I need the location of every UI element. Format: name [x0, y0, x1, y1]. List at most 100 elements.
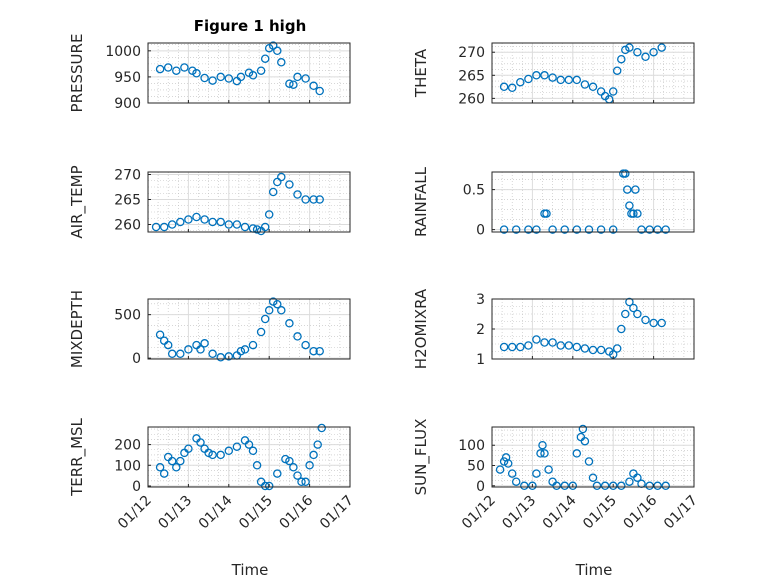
data-point — [232, 76, 242, 86]
y-tick-label: 100 — [114, 458, 141, 474]
data-point — [617, 481, 626, 491]
data-point — [192, 69, 201, 78]
y-axis-label: PRESSURE — [68, 34, 86, 113]
data-point — [313, 440, 322, 449]
x-axis-label-left: Time — [231, 561, 269, 579]
data-point — [520, 481, 529, 491]
data-point — [637, 225, 646, 234]
data-point — [204, 448, 213, 458]
data-point — [576, 432, 586, 442]
data-point — [600, 481, 610, 491]
y-tick-label: 0 — [476, 479, 485, 495]
data-point — [612, 66, 622, 75]
data-point — [167, 349, 177, 359]
data-point — [621, 169, 630, 178]
data-point — [507, 469, 517, 478]
data-point — [596, 345, 606, 355]
data-point — [507, 83, 517, 93]
data-point — [528, 481, 537, 491]
data-point — [625, 43, 634, 52]
y-axis-label: RAINFALL — [412, 166, 430, 237]
data-point — [516, 77, 525, 87]
data-point — [268, 41, 278, 50]
data-point — [236, 346, 246, 356]
data-point — [273, 469, 282, 478]
data-point — [216, 72, 225, 82]
data-point — [584, 457, 594, 466]
data-point — [524, 74, 533, 84]
data-point — [556, 341, 565, 350]
data-point — [232, 442, 242, 451]
data-point — [633, 47, 642, 57]
x-tick-label: 01/13 — [499, 493, 539, 533]
data-point — [273, 177, 282, 187]
data-point — [309, 346, 318, 356]
data-point — [172, 66, 181, 75]
x-tick-label: 01/14 — [540, 492, 580, 532]
data-point — [248, 446, 258, 456]
data-point — [572, 342, 582, 352]
data-point — [499, 457, 509, 466]
data-point — [629, 469, 638, 478]
data-point — [277, 58, 286, 67]
y-tick-label: 260 — [458, 91, 485, 107]
data-point — [617, 54, 626, 64]
data-point — [499, 82, 509, 92]
data-point — [625, 297, 634, 307]
data-point — [524, 341, 533, 350]
subplot-sun-flux: 0 50 100 SUN_FLUX 01/12 01/13 01/14 01/15 01/16 0… — [412, 419, 701, 533]
data-point — [208, 450, 217, 460]
data-point — [155, 463, 165, 472]
data-point — [240, 436, 250, 445]
data-point — [293, 332, 302, 341]
data-point — [224, 352, 234, 361]
data-point — [309, 81, 318, 91]
y-tick-label: 1000 — [105, 44, 141, 60]
y-tick-label: 270 — [458, 45, 485, 61]
x-tick-label: 01/17 — [661, 493, 701, 533]
figure-title: Figure 1 high — [194, 17, 307, 35]
data-point — [540, 71, 549, 80]
x-tick-label: 01/15 — [580, 493, 620, 533]
data-point — [281, 454, 290, 464]
y-axis-label: AIR_TEMP — [68, 165, 87, 238]
data-point — [159, 336, 169, 345]
data-point — [159, 469, 169, 478]
data-point — [580, 436, 590, 446]
data-point — [196, 345, 205, 354]
data-point — [301, 195, 310, 204]
data-point — [572, 75, 582, 85]
data-point — [285, 456, 294, 466]
y-axis-label: TERR_MSL — [68, 417, 87, 496]
data-point — [580, 344, 590, 353]
data-point — [289, 80, 298, 89]
data-point — [176, 456, 185, 466]
data-point — [633, 209, 642, 218]
data-point — [180, 63, 189, 72]
data-point — [548, 338, 557, 347]
axes-box — [491, 171, 695, 233]
y-tick-label: 0 — [132, 351, 141, 367]
data-point — [621, 309, 630, 319]
data-point — [264, 306, 274, 315]
data-point — [532, 469, 541, 478]
y-tick-label: 3 — [476, 292, 485, 308]
y-tick-label: 2 — [476, 322, 485, 338]
data-point — [542, 209, 551, 218]
data-point — [293, 471, 302, 480]
data-point — [309, 195, 318, 204]
data-point — [633, 309, 642, 319]
y-tick-label: 100 — [458, 438, 485, 454]
data-point — [532, 71, 541, 80]
data-point — [588, 82, 598, 92]
data-point — [633, 473, 642, 482]
data-point — [200, 215, 209, 224]
data-point — [277, 172, 286, 182]
data-point — [608, 481, 618, 491]
data-point — [625, 477, 634, 486]
data-point — [516, 342, 525, 352]
data-point — [293, 72, 302, 82]
data-point — [560, 225, 569, 234]
data-point — [184, 444, 193, 453]
